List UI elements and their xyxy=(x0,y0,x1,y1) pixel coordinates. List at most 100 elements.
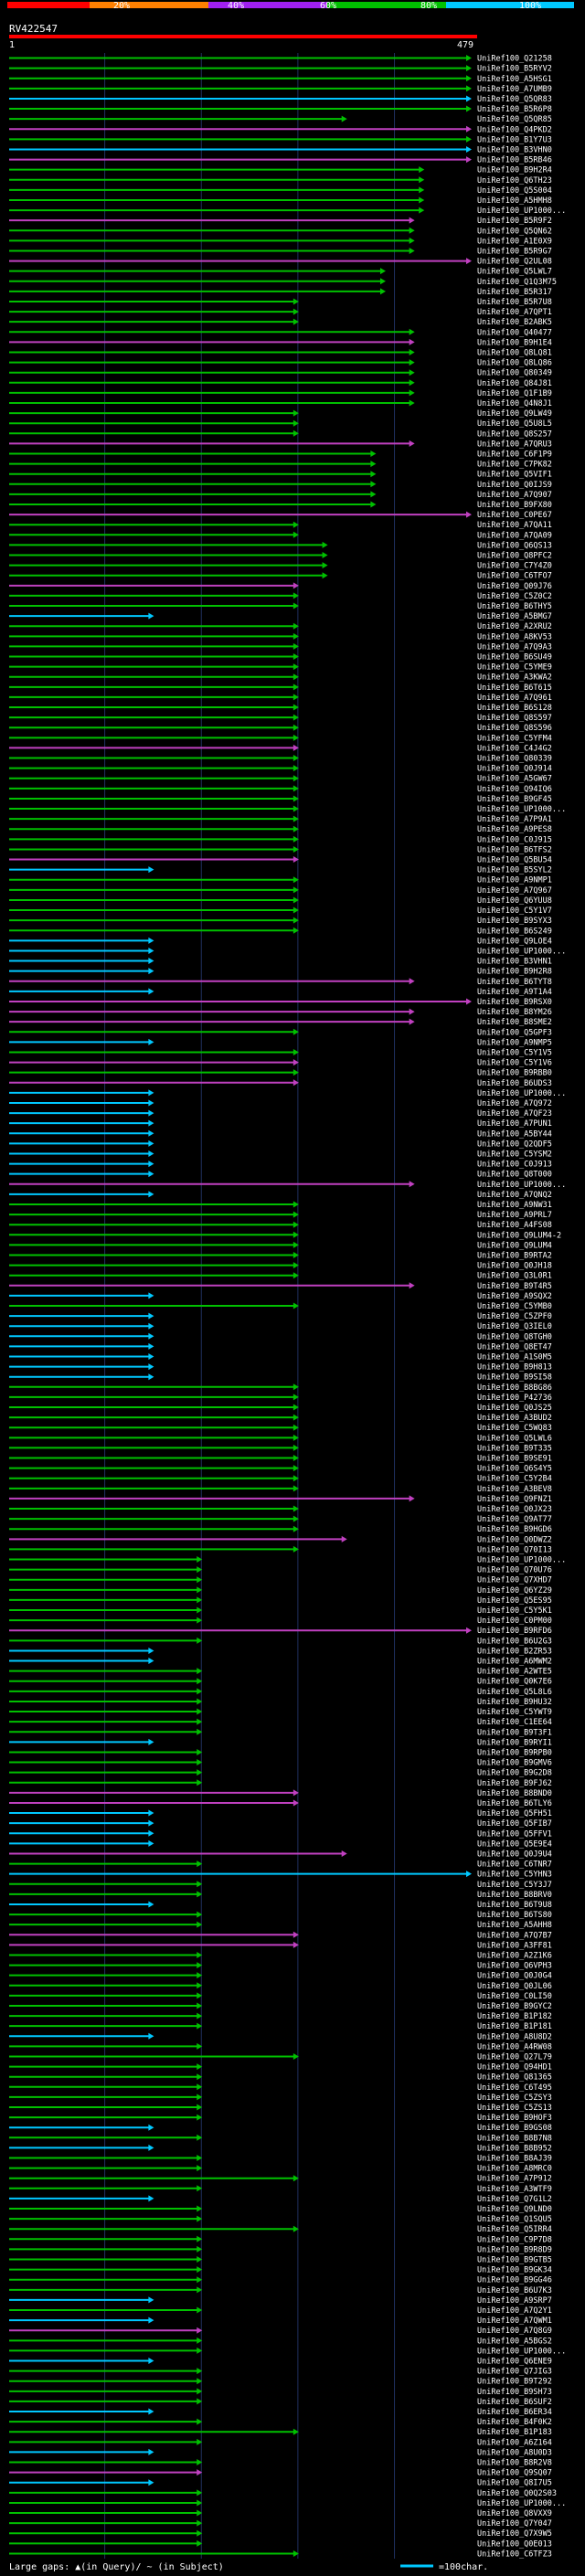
hit-label[interactable]: UniRef100_Q8T000 xyxy=(477,1171,552,1180)
hit-label[interactable]: UniRef100_C5YHN3 xyxy=(477,1871,552,1880)
hit-label[interactable]: UniRef100_B9SYX3 xyxy=(477,917,552,926)
hit-label[interactable]: UniRef100_Q5FIB7 xyxy=(477,1819,552,1829)
hit-label[interactable]: UniRef100_A5HMH8 xyxy=(477,196,552,206)
hit-label[interactable]: UniRef100_UP1000... xyxy=(477,805,566,814)
hit-label[interactable]: UniRef100_Q09J76 xyxy=(477,582,552,591)
hit-label[interactable]: UniRef100_B2ABK5 xyxy=(477,318,552,327)
hit-label[interactable]: UniRef100_B9HU32 xyxy=(477,1698,552,1707)
hit-label[interactable]: UniRef100_Q8S597 xyxy=(477,714,552,723)
hit-label[interactable]: UniRef100_A5GW67 xyxy=(477,775,552,784)
hit-label[interactable]: UniRef100_Q5E9E4 xyxy=(477,1839,552,1849)
hit-label[interactable]: UniRef100_A7P9A1 xyxy=(477,815,552,824)
hit-label[interactable]: UniRef100_Q6S4Y5 xyxy=(477,1465,552,1474)
hit-label[interactable]: UniRef100_B8BG86 xyxy=(477,1383,552,1393)
hit-label[interactable]: UniRef100_C6F1P9 xyxy=(477,450,552,459)
hit-label[interactable]: UniRef100_B9T292 xyxy=(477,2378,552,2387)
hit-label[interactable]: UniRef100_B1Y7U3 xyxy=(477,135,552,144)
hit-label[interactable]: UniRef100_C0J913 xyxy=(477,1161,552,1170)
hit-label[interactable]: UniRef100_C5YMB0 xyxy=(477,1302,552,1311)
hit-label[interactable]: UniRef100_B6S249 xyxy=(477,927,552,936)
hit-label[interactable]: UniRef100_A7QF23 xyxy=(477,1109,552,1118)
hit-label[interactable]: UniRef100_Q2QDF5 xyxy=(477,1140,552,1149)
hit-label[interactable]: UniRef100_C5WQ83 xyxy=(477,1424,552,1433)
hit-label[interactable]: UniRef100_UP1000... xyxy=(477,1089,566,1098)
hit-label[interactable]: UniRef100_Q5ES95 xyxy=(477,1596,552,1606)
hit-label[interactable]: UniRef100_B9H813 xyxy=(477,1363,552,1373)
hit-label[interactable]: UniRef100_B5R9G7 xyxy=(477,247,552,256)
hit-label[interactable]: UniRef100_B8AJ39 xyxy=(477,2155,552,2164)
hit-label[interactable]: UniRef100_Q94HD1 xyxy=(477,2063,552,2072)
hit-label[interactable]: UniRef100_C5ZSY3 xyxy=(477,2094,552,2103)
hit-label[interactable]: UniRef100_A7QPT1 xyxy=(477,308,552,317)
hit-label[interactable]: UniRef100_Q3IEL0 xyxy=(477,1322,552,1331)
hit-label[interactable]: UniRef100_B9GTB5 xyxy=(477,2256,552,2265)
hit-label[interactable]: UniRef100_Q5FH51 xyxy=(477,1809,552,1818)
hit-label[interactable]: UniRef100_B5RB46 xyxy=(477,156,552,165)
hit-label[interactable]: UniRef100_B6U2G3 xyxy=(477,1637,552,1646)
hit-label[interactable]: UniRef100_B8B952 xyxy=(477,2144,552,2153)
hit-label[interactable]: UniRef100_B6TLY6 xyxy=(477,1799,552,1808)
hit-label[interactable]: UniRef100_A3BEV8 xyxy=(477,1485,552,1494)
hit-label[interactable]: UniRef100_Q8I7U5 xyxy=(477,2479,552,2488)
hit-label[interactable]: UniRef100_B9FX80 xyxy=(477,501,552,510)
hit-label[interactable]: UniRef100_A8U0D3 xyxy=(477,2448,552,2457)
hit-label[interactable]: UniRef100_Q0K7E6 xyxy=(477,1678,552,1687)
hit-label[interactable]: UniRef100_C0PM00 xyxy=(477,1617,552,1626)
hit-label[interactable]: UniRef100_B6S128 xyxy=(477,704,552,713)
hit-label[interactable]: UniRef100_Q0J0G4 xyxy=(477,1972,552,1981)
hit-label[interactable]: UniRef100_C9P7D8 xyxy=(477,2235,552,2244)
hit-label[interactable]: UniRef100_B8BRV0 xyxy=(477,1891,552,1900)
hit-label[interactable]: UniRef100_A5AHH8 xyxy=(477,1921,552,1930)
hit-label[interactable]: UniRef100_C5YME9 xyxy=(477,663,552,673)
hit-label[interactable]: UniRef100_C5Y5K1 xyxy=(477,1606,552,1616)
hit-label[interactable]: UniRef100_Q8S596 xyxy=(477,724,552,733)
hit-label[interactable]: UniRef100_Q7XHD7 xyxy=(477,1576,552,1585)
hit-label[interactable]: UniRef100_C1EE64 xyxy=(477,1718,552,1727)
hit-label[interactable]: UniRef100_Q6QS13 xyxy=(477,541,552,550)
hit-label[interactable]: UniRef100_B9GS08 xyxy=(477,2124,552,2133)
hit-label[interactable]: UniRef100_Q9LUM4 xyxy=(477,1241,552,1250)
hit-label[interactable]: UniRef100_UP1000... xyxy=(477,2499,566,2508)
hit-label[interactable]: UniRef100_Q5S004 xyxy=(477,186,552,196)
hit-label[interactable]: UniRef100_B9H2R4 xyxy=(477,166,552,175)
hit-label[interactable]: UniRef100_Q7Y047 xyxy=(477,2519,552,2528)
hit-label[interactable]: UniRef100_Q8TGH0 xyxy=(477,1332,552,1341)
hit-label[interactable]: UniRef100_Q9LOE4 xyxy=(477,937,552,946)
hit-label[interactable]: UniRef100_B1P183 xyxy=(477,2428,552,2437)
hit-label[interactable]: UniRef100_C7PK82 xyxy=(477,461,552,470)
hit-label[interactable]: UniRef100_Q5FFV1 xyxy=(477,1829,552,1839)
hit-label[interactable]: UniRef100_Q84J81 xyxy=(477,379,552,388)
hit-label[interactable]: UniRef100_A9NW31 xyxy=(477,1201,552,1210)
hit-label[interactable]: UniRef100_C6TFZ3 xyxy=(477,2549,552,2559)
hit-label[interactable]: UniRef100_Q3L0R1 xyxy=(477,1272,552,1281)
hit-label[interactable]: UniRef100_B4F0K2 xyxy=(477,2418,552,2427)
hit-label[interactable]: UniRef100_Q5BU54 xyxy=(477,856,552,865)
hit-label[interactable]: UniRef100_Q5L8L6 xyxy=(477,1688,552,1697)
hit-label[interactable]: UniRef100_Q6ENE9 xyxy=(477,2358,552,2367)
hit-label[interactable]: UniRef100_Q6YUU8 xyxy=(477,896,552,906)
hit-label[interactable]: UniRef100_Q9LW49 xyxy=(477,409,552,419)
hit-label[interactable]: UniRef100_Q1F1B9 xyxy=(477,389,552,398)
hit-label[interactable]: UniRef100_A7QNQ2 xyxy=(477,1191,552,1200)
hit-label[interactable]: UniRef100_A7Q8G9 xyxy=(477,2327,552,2336)
hit-label[interactable]: UniRef100_A4RW08 xyxy=(477,2042,552,2051)
hit-label[interactable]: UniRef100_C5Z0C2 xyxy=(477,592,552,601)
hit-label[interactable]: UniRef100_Q27L79 xyxy=(477,2052,552,2062)
hit-label[interactable]: UniRef100_A7Q967 xyxy=(477,886,552,896)
hit-label[interactable]: UniRef100_A2Z1K6 xyxy=(477,1951,552,1960)
hit-label[interactable]: UniRef100_C0LI50 xyxy=(477,1992,552,2001)
hit-label[interactable]: UniRef100_Q5VIF1 xyxy=(477,471,552,480)
hit-label[interactable]: UniRef100_Q4PKD2 xyxy=(477,125,552,134)
hit-label[interactable]: UniRef100_Q0Q2S03 xyxy=(477,2489,557,2498)
hit-label[interactable]: UniRef100_B9FJ62 xyxy=(477,1779,552,1788)
hit-label[interactable]: UniRef100_B6UDS3 xyxy=(477,1079,552,1088)
hit-label[interactable]: UniRef100_Q80349 xyxy=(477,369,552,378)
hit-label[interactable]: UniRef100_A3WTF9 xyxy=(477,2185,552,2194)
hit-label[interactable]: UniRef100_A2WTE5 xyxy=(477,1668,552,1677)
hit-label[interactable]: UniRef100_A5HSG1 xyxy=(477,75,552,84)
hit-label[interactable]: UniRef100_C4J4G2 xyxy=(477,744,552,753)
hit-label[interactable]: UniRef100_B9RBB0 xyxy=(477,1069,552,1078)
hit-label[interactable]: UniRef100_Q5U8L5 xyxy=(477,419,552,429)
hit-label[interactable]: UniRef100_Q70I13 xyxy=(477,1545,552,1554)
hit-label[interactable]: UniRef100_B9R8D9 xyxy=(477,2245,552,2254)
